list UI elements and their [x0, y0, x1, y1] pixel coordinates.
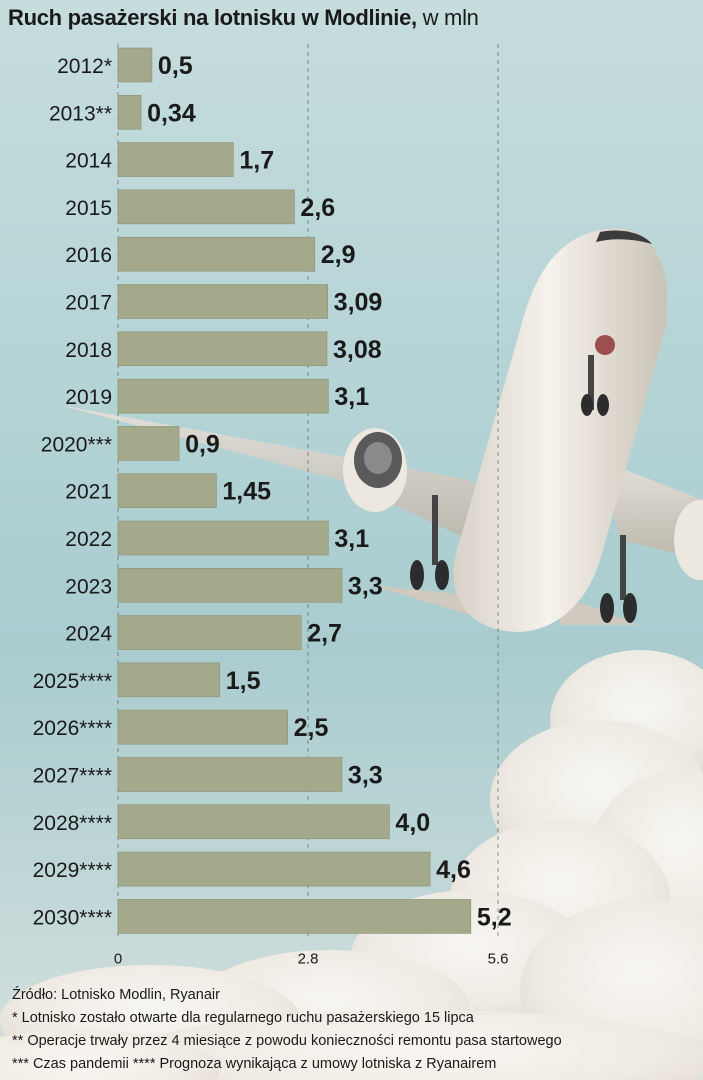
chart-unit: w mln: [422, 5, 479, 30]
value-label-16: 4,0: [395, 809, 430, 837]
bar-15: [117, 757, 343, 792]
bar-chart: 2012* 2013** 2014 2015 2016 2017 2018 2019 2020*…: [33, 44, 512, 967]
category-label-16: 2028****: [33, 812, 112, 835]
category-label-8: 2020***: [41, 433, 112, 456]
chart-title: Ruch pasażerski na lotnisku w Modlinie, …: [8, 5, 479, 31]
category-label-3: 2015: [65, 197, 112, 220]
chart-title-text: Ruch pasażerski na lotnisku w Modlinie,: [8, 5, 417, 30]
value-label-2: 1,7: [239, 147, 274, 175]
x-tick-label-1: 2.8: [298, 950, 319, 967]
value-label-4: 2,9: [321, 241, 356, 269]
value-label-3: 2,6: [300, 194, 335, 222]
x-tick-label-0: 0: [114, 950, 122, 967]
value-label-17: 4,6: [436, 856, 471, 884]
bar-8: [117, 426, 180, 461]
bar-13: [117, 662, 221, 698]
bar-4: [117, 236, 316, 272]
bar-1: [117, 95, 142, 130]
value-label-14: 2,5: [294, 714, 329, 742]
category-label-10: 2022: [65, 528, 112, 551]
category-label-13: 2025****: [33, 670, 112, 693]
bar-18: [117, 899, 472, 934]
footnote-2: ** Operacje trwały przez 4 miesiące z po…: [12, 1033, 562, 1049]
x-tick-label-2: 5.6: [488, 950, 509, 967]
bars: [117, 47, 472, 934]
category-label-9: 2021: [65, 481, 112, 504]
value-label-10: 3,1: [334, 525, 369, 553]
value-label-11: 3,3: [348, 572, 383, 600]
category-label-12: 2024: [65, 623, 112, 646]
value-label-12: 2,7: [307, 620, 342, 648]
airplane-illustration: [60, 228, 703, 632]
bar-3: [117, 189, 295, 225]
value-label-0: 0,5: [158, 52, 193, 80]
category-label-7: 2019: [65, 386, 112, 409]
footnote-1: * Lotnisko zostało otwarte dla regularne…: [12, 1010, 474, 1026]
category-label-2: 2014: [65, 150, 112, 173]
bar-16: [117, 804, 390, 840]
category-label-14: 2026****: [33, 717, 112, 740]
value-label-1: 0,34: [147, 99, 196, 127]
category-label-15: 2027****: [33, 765, 112, 788]
category-label-0: 2012*: [57, 55, 112, 78]
value-labels: 0,5 0,34 1,7 2,6 2,9 3,09 3,08 3,1 0,91,45 3,1 3,3…: [147, 52, 512, 931]
value-label-13: 1,5: [226, 667, 261, 695]
category-label-6: 2018: [65, 339, 112, 362]
value-label-7: 3,1: [334, 383, 369, 411]
category-label-4: 2016: [65, 244, 112, 267]
x-tick-labels: 0 2.8 5.6: [114, 950, 509, 967]
bar-7: [117, 378, 329, 414]
category-label-17: 2029****: [33, 859, 112, 882]
value-label-18: 5,2: [477, 903, 512, 931]
bar-14: [117, 709, 288, 745]
value-label-8: 0,9: [185, 430, 220, 458]
bar-10: [117, 520, 329, 556]
footnote-3: *** Czas pandemii **** Prognoza wynikają…: [12, 1056, 497, 1072]
value-label-15: 3,3: [348, 762, 383, 790]
bar-2: [117, 142, 234, 177]
value-label-5: 3,09: [334, 289, 383, 317]
source-note: Źródło: Lotnisko Modlin, Ryanair: [12, 987, 220, 1003]
value-label-9: 1,45: [222, 478, 271, 506]
bar-6: [117, 331, 328, 367]
bar-9: [117, 473, 217, 509]
category-label-18: 2030****: [33, 906, 112, 929]
value-label-6: 3,08: [333, 336, 382, 364]
bar-0: [117, 47, 153, 83]
clouds: [0, 650, 703, 1080]
bar-11: [117, 567, 343, 603]
bar-17: [117, 851, 431, 887]
bar-5: [117, 284, 328, 319]
category-label-1: 2013**: [49, 102, 112, 125]
category-labels: 2012* 2013** 2014 2015 2016 2017 2018 2019 2020*…: [33, 55, 113, 929]
bar-12: [117, 615, 302, 650]
category-label-5: 2017: [65, 292, 112, 315]
category-label-11: 2023: [65, 575, 112, 598]
